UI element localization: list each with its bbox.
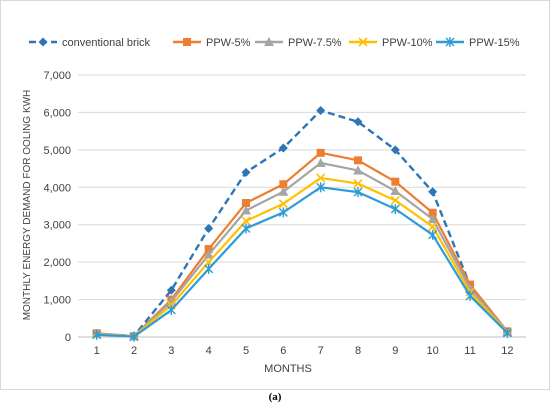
x-tick-label: 8 [355,345,361,357]
data-point [391,177,400,186]
y-tick-label: 5,000 [43,145,71,157]
data-point [241,167,251,177]
x-tick-label: 6 [280,345,286,357]
series-line [96,161,509,338]
y-tick-label: 1,000 [43,295,71,307]
y-tick-label: 3,000 [43,220,71,232]
data-point [278,199,288,209]
legend-marker [38,37,48,47]
x-tick-label: 12 [501,345,513,357]
y-tick-label: 6,000 [43,107,71,119]
series-ppw-15- [92,182,512,342]
x-tick-label: 4 [206,345,212,357]
x-tick-label: 5 [243,345,249,357]
data-point [390,195,400,205]
line-chart: conventional brick PPW-5% PPW-7.5% PPW-10% P… [22,37,526,375]
data-point [203,249,214,259]
series-line [96,176,509,338]
data-point [353,187,363,198]
data-point [390,145,400,155]
x-tick-label: 3 [168,345,174,357]
y-tick-label: 2,000 [43,257,71,269]
series-line [96,186,509,338]
series-line [96,109,509,338]
legend-marker [183,38,191,46]
x-axis-ticks: 1 2 3 4 5 6 7 8 9 10 11 12 [94,345,514,357]
legend-item: PPW-7.5% [255,37,342,49]
x-tick-label: 11 [464,345,475,357]
data-point [204,263,214,274]
data-point [129,331,139,342]
legend-label: PPW-15% [469,37,520,49]
chart-frame: conventional brick PPW-5% PPW-7.5% PPW-10% P… [0,0,550,390]
legend: conventional brick PPW-5% PPW-7.5% PPW-10% P… [29,37,520,49]
series-group [91,106,513,342]
data-point [354,156,362,165]
data-point [316,106,326,116]
data-point [353,117,363,127]
data-point [241,205,251,215]
data-point [390,203,400,214]
series-line [96,151,509,338]
data-point [242,199,250,208]
data-point [204,223,214,233]
data-point [278,143,288,153]
data-point [428,222,438,232]
legend-marker [445,37,455,47]
data-point [428,229,438,240]
data-point [353,178,363,189]
data-point [166,285,176,295]
legend-item: PPW-5% [173,37,251,49]
data-point [278,207,288,218]
legend-label: PPW-7.5% [288,37,342,49]
data-point [279,180,288,189]
x-tick-label: 10 [427,345,439,357]
legend-label: PPW-5% [206,37,251,49]
y-axis-label: MONTHLY ENERGY DEMAND FOR OOLING KWH [22,90,33,321]
y-tick-label: 0 [65,332,71,344]
legend-item: conventional brick [29,37,151,49]
data-point [316,182,326,193]
x-axis-label: MONTHS [264,363,312,375]
data-point [465,290,475,301]
x-tick-label: 7 [318,345,324,357]
data-point [92,329,102,340]
legend-label: conventional brick [62,37,151,49]
data-point [428,187,438,197]
legend-label: PPW-10% [382,37,433,49]
legend-item: PPW-10% [349,37,433,49]
data-point [204,245,213,254]
x-tick-label: 2 [131,345,137,357]
gridlines [78,74,526,338]
data-point [390,186,401,196]
data-point [316,173,326,183]
y-axis-ticks: 0 1,000 2,000 3,000 4,000 5,000 6,000 7,000 [43,70,71,344]
series-ppw-7-5- [91,157,513,341]
figure-caption: (a) [268,391,282,403]
x-tick-label: 9 [392,345,398,357]
legend-marker [358,37,368,47]
data-point [316,148,325,157]
series-conventional-brick [92,106,512,341]
data-point [428,208,437,217]
data-point [241,216,251,226]
data-point [278,186,289,196]
legend-item: PPW-15% [436,37,520,49]
data-point [166,305,176,316]
data-point [353,165,363,175]
data-point [502,327,512,338]
data-point [427,214,438,224]
x-tick-label: 1 [94,345,100,357]
y-tick-label: 4,000 [43,182,71,194]
y-tick-label: 7,000 [43,70,71,82]
data-point [241,223,251,234]
data-point [315,157,326,167]
legend-marker [264,37,274,46]
